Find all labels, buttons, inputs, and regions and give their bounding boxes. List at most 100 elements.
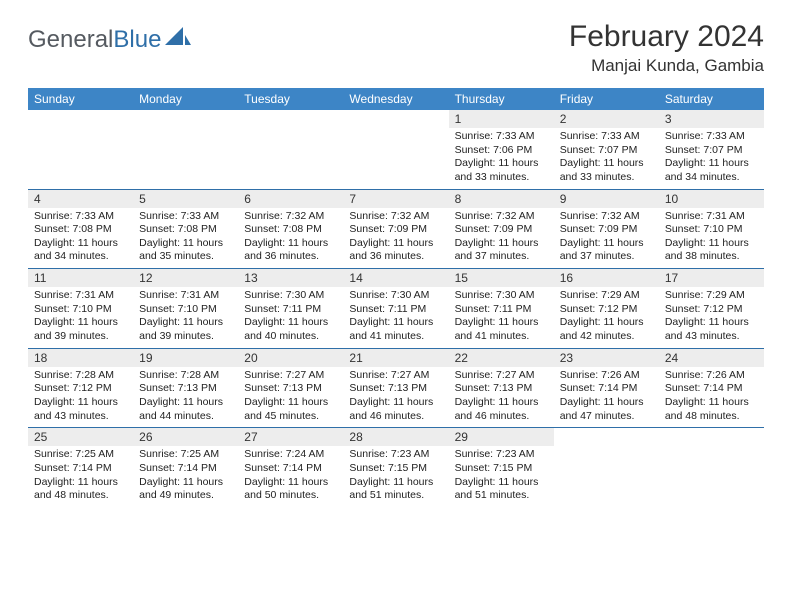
dow-saturday: Saturday: [659, 88, 764, 110]
dow-header-row: Sunday Monday Tuesday Wednesday Thursday…: [28, 88, 764, 110]
calendar-grid: Sunday Monday Tuesday Wednesday Thursday…: [28, 88, 764, 507]
day-number: [28, 110, 133, 128]
day-cell: 28Sunrise: 7:23 AMSunset: 7:15 PMDayligh…: [343, 428, 448, 507]
sunrise-text: Sunrise: 7:23 AM: [349, 448, 442, 462]
sunrise-text: Sunrise: 7:32 AM: [349, 210, 442, 224]
day-details: Sunrise: 7:27 AMSunset: 7:13 PMDaylight:…: [449, 367, 554, 428]
sunset-text: Sunset: 7:14 PM: [139, 462, 232, 476]
day-cell: 16Sunrise: 7:29 AMSunset: 7:12 PMDayligh…: [554, 269, 659, 348]
brand-text-2: Blue: [113, 26, 161, 54]
daylight-text: Daylight: 11 hours and 46 minutes.: [455, 396, 548, 423]
day-details: Sunrise: 7:32 AMSunset: 7:09 PMDaylight:…: [449, 208, 554, 269]
daylight-text: Daylight: 11 hours and 39 minutes.: [34, 316, 127, 343]
day-number: 4: [28, 190, 133, 208]
day-number: [238, 110, 343, 128]
calendar-page: GeneralBlue February 2024 Manjai Kunda, …: [0, 0, 792, 517]
day-details: Sunrise: 7:25 AMSunset: 7:14 PMDaylight:…: [133, 446, 238, 507]
day-details: Sunrise: 7:31 AMSunset: 7:10 PMDaylight:…: [133, 287, 238, 348]
sunset-text: Sunset: 7:13 PM: [455, 382, 548, 396]
sunset-text: Sunset: 7:14 PM: [34, 462, 127, 476]
day-cell: 27Sunrise: 7:24 AMSunset: 7:14 PMDayligh…: [238, 428, 343, 507]
sunrise-text: Sunrise: 7:30 AM: [349, 289, 442, 303]
day-number: 17: [659, 269, 764, 287]
daylight-text: Daylight: 11 hours and 49 minutes.: [139, 476, 232, 503]
day-number: 2: [554, 110, 659, 128]
page-header: GeneralBlue February 2024 Manjai Kunda, …: [28, 20, 764, 76]
daylight-text: Daylight: 11 hours and 39 minutes.: [139, 316, 232, 343]
day-details: Sunrise: 7:32 AMSunset: 7:09 PMDaylight:…: [343, 208, 448, 269]
day-cell: 2Sunrise: 7:33 AMSunset: 7:07 PMDaylight…: [554, 110, 659, 189]
sunset-text: Sunset: 7:07 PM: [665, 144, 758, 158]
day-cell: 13Sunrise: 7:30 AMSunset: 7:11 PMDayligh…: [238, 269, 343, 348]
day-cell: [554, 428, 659, 507]
day-cell: 7Sunrise: 7:32 AMSunset: 7:09 PMDaylight…: [343, 190, 448, 269]
daylight-text: Daylight: 11 hours and 41 minutes.: [349, 316, 442, 343]
brand-text-1: General: [28, 26, 113, 54]
day-number: 9: [554, 190, 659, 208]
day-cell: 22Sunrise: 7:27 AMSunset: 7:13 PMDayligh…: [449, 349, 554, 428]
sunset-text: Sunset: 7:10 PM: [665, 223, 758, 237]
sunrise-text: Sunrise: 7:29 AM: [665, 289, 758, 303]
sunset-text: Sunset: 7:11 PM: [244, 303, 337, 317]
week-row: 18Sunrise: 7:28 AMSunset: 7:12 PMDayligh…: [28, 349, 764, 429]
day-cell: [659, 428, 764, 507]
day-cell: 15Sunrise: 7:30 AMSunset: 7:11 PMDayligh…: [449, 269, 554, 348]
day-number: 14: [343, 269, 448, 287]
week-row: 4Sunrise: 7:33 AMSunset: 7:08 PMDaylight…: [28, 190, 764, 270]
day-cell: [238, 110, 343, 189]
daylight-text: Daylight: 11 hours and 41 minutes.: [455, 316, 548, 343]
location-label: Manjai Kunda, Gambia: [569, 56, 764, 76]
sunset-text: Sunset: 7:09 PM: [349, 223, 442, 237]
day-cell: 3Sunrise: 7:33 AMSunset: 7:07 PMDaylight…: [659, 110, 764, 189]
day-number: 21: [343, 349, 448, 367]
day-number: 29: [449, 428, 554, 446]
daylight-text: Daylight: 11 hours and 46 minutes.: [349, 396, 442, 423]
sunrise-text: Sunrise: 7:32 AM: [455, 210, 548, 224]
day-details: Sunrise: 7:29 AMSunset: 7:12 PMDaylight:…: [554, 287, 659, 348]
sunset-text: Sunset: 7:08 PM: [34, 223, 127, 237]
day-details: Sunrise: 7:33 AMSunset: 7:08 PMDaylight:…: [28, 208, 133, 269]
day-cell: 29Sunrise: 7:23 AMSunset: 7:15 PMDayligh…: [449, 428, 554, 507]
sunrise-text: Sunrise: 7:30 AM: [455, 289, 548, 303]
day-details: Sunrise: 7:33 AMSunset: 7:08 PMDaylight:…: [133, 208, 238, 269]
day-number: 5: [133, 190, 238, 208]
sunrise-text: Sunrise: 7:33 AM: [560, 130, 653, 144]
day-details: Sunrise: 7:31 AMSunset: 7:10 PMDaylight:…: [659, 208, 764, 269]
day-details: Sunrise: 7:28 AMSunset: 7:13 PMDaylight:…: [133, 367, 238, 428]
sunrise-text: Sunrise: 7:33 AM: [139, 210, 232, 224]
sunrise-text: Sunrise: 7:30 AM: [244, 289, 337, 303]
title-block: February 2024 Manjai Kunda, Gambia: [569, 20, 764, 76]
day-details: Sunrise: 7:30 AMSunset: 7:11 PMDaylight:…: [343, 287, 448, 348]
day-number: 1: [449, 110, 554, 128]
sunset-text: Sunset: 7:14 PM: [244, 462, 337, 476]
day-number: 16: [554, 269, 659, 287]
dow-monday: Monday: [133, 88, 238, 110]
day-number: 15: [449, 269, 554, 287]
day-details: Sunrise: 7:30 AMSunset: 7:11 PMDaylight:…: [238, 287, 343, 348]
sunrise-text: Sunrise: 7:27 AM: [244, 369, 337, 383]
day-details: Sunrise: 7:23 AMSunset: 7:15 PMDaylight:…: [343, 446, 448, 507]
day-cell: 1Sunrise: 7:33 AMSunset: 7:06 PMDaylight…: [449, 110, 554, 189]
daylight-text: Daylight: 11 hours and 35 minutes.: [139, 237, 232, 264]
day-details: Sunrise: 7:33 AMSunset: 7:06 PMDaylight:…: [449, 128, 554, 189]
day-cell: [28, 110, 133, 189]
day-number: 6: [238, 190, 343, 208]
sunset-text: Sunset: 7:07 PM: [560, 144, 653, 158]
day-number: 3: [659, 110, 764, 128]
sunrise-text: Sunrise: 7:33 AM: [34, 210, 127, 224]
daylight-text: Daylight: 11 hours and 50 minutes.: [244, 476, 337, 503]
dow-sunday: Sunday: [28, 88, 133, 110]
sunset-text: Sunset: 7:06 PM: [455, 144, 548, 158]
day-number: [659, 428, 764, 446]
sunset-text: Sunset: 7:14 PM: [560, 382, 653, 396]
day-details: Sunrise: 7:26 AMSunset: 7:14 PMDaylight:…: [659, 367, 764, 428]
brand-sail-icon: [165, 26, 191, 54]
day-number: 20: [238, 349, 343, 367]
daylight-text: Daylight: 11 hours and 36 minutes.: [244, 237, 337, 264]
week-row: 25Sunrise: 7:25 AMSunset: 7:14 PMDayligh…: [28, 428, 764, 507]
day-number: 25: [28, 428, 133, 446]
day-number: 7: [343, 190, 448, 208]
daylight-text: Daylight: 11 hours and 51 minutes.: [349, 476, 442, 503]
daylight-text: Daylight: 11 hours and 36 minutes.: [349, 237, 442, 264]
sunrise-text: Sunrise: 7:32 AM: [244, 210, 337, 224]
